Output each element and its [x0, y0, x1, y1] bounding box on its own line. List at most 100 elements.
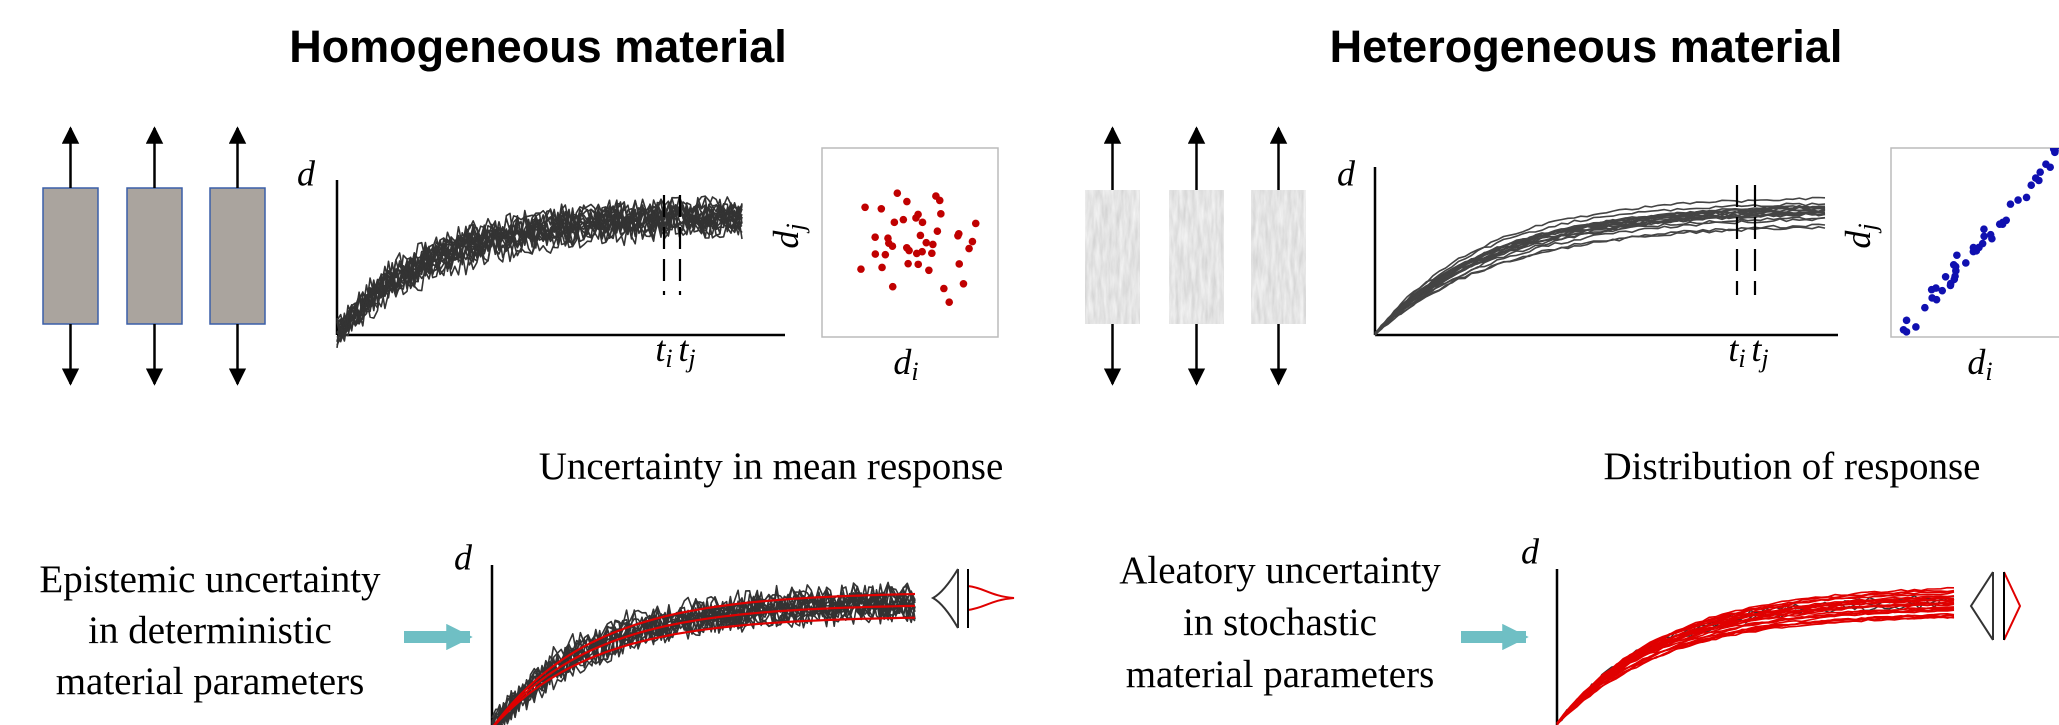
scatter-point [916, 231, 925, 240]
scatter-point [2036, 168, 2044, 176]
scatter-point [1980, 225, 1988, 233]
description-line: Epistemic uncertainty [39, 558, 381, 601]
scatter-point [884, 239, 893, 247]
mean-curve [493, 604, 916, 725]
description-line: material parameters [56, 660, 365, 703]
scatter-point [1953, 251, 1961, 260]
scatter-x-label-sub: i [911, 357, 918, 386]
scatter-y-label: dj [1838, 223, 1882, 248]
scatter-point [945, 298, 954, 306]
specimen [209, 187, 266, 325]
axis-label: d [454, 537, 473, 577]
specimen [1169, 190, 1224, 324]
response-curve [1374, 202, 1826, 335]
scatter-point [899, 215, 908, 224]
scatter-point [1951, 272, 1959, 281]
specimen [126, 187, 183, 325]
time-label: tj [678, 329, 695, 373]
scatter-point [871, 250, 880, 258]
description-line: Aleatory uncertainty [1119, 549, 1441, 592]
specimen [1251, 190, 1306, 324]
caption: Distribution of response [1604, 445, 1981, 488]
scatter-point [888, 282, 897, 291]
response-curve [495, 593, 916, 725]
scatter-point [890, 218, 899, 227]
scatter-point [1986, 230, 1995, 239]
response-curve [1374, 212, 1826, 336]
scatter-point [914, 210, 922, 219]
scatter-point [2042, 160, 2050, 168]
scatter-x-label-sub: i [1985, 357, 1992, 386]
response-curve [1556, 614, 1955, 725]
time-label: tj [1751, 329, 1768, 373]
description-line: in stochastic [1183, 601, 1377, 644]
scatter-point [1928, 294, 1936, 302]
scatter-group [1899, 148, 2059, 336]
response-curve [1556, 598, 1955, 724]
scatter-point [1938, 286, 1947, 295]
scatter-point [1946, 281, 1955, 290]
scatter-point [1962, 259, 1970, 267]
response-curve [1374, 205, 1825, 334]
scatter-point [1902, 328, 1911, 336]
response-curve [1374, 196, 1826, 335]
time-label-base: t [655, 329, 666, 369]
panel-title: Homogeneous material [289, 21, 787, 72]
scatter-point [1949, 260, 1958, 269]
panel-title: Heterogeneous material [1330, 21, 1843, 72]
specimen [42, 187, 99, 325]
scatter-point [954, 231, 962, 240]
time-label-base: t [678, 329, 689, 369]
axis-label: d [297, 153, 316, 193]
scatter-box [821, 147, 999, 338]
scatter-x-label: di [1967, 342, 1992, 386]
scatter-y-label-sub: j [781, 223, 810, 233]
scatter-point [937, 210, 945, 218]
axis-label: d [1337, 153, 1356, 193]
scatter-point [2049, 148, 2058, 153]
caption: Uncertainty in mean response [539, 445, 1004, 488]
time-label-base: t [1751, 329, 1762, 369]
scatter-x-label: di [893, 342, 918, 386]
response-curve [1556, 591, 1955, 725]
scatter-point [914, 260, 923, 269]
scatter-point [857, 265, 865, 273]
scatter-point [1980, 232, 1988, 241]
response-curve [1556, 616, 1955, 725]
scatter-point [2035, 176, 2043, 185]
scatter-point [878, 263, 886, 272]
response-curve [1556, 603, 1955, 724]
time-label: ti [655, 329, 672, 373]
scatter-point [2006, 200, 2015, 208]
description-line: in deterministic [88, 609, 332, 652]
scatter-y-label: dj [766, 223, 810, 248]
scatter-x-label-base: d [1967, 342, 1986, 382]
scatter-point [959, 279, 968, 288]
scatter-point [904, 259, 912, 268]
scatter-point [1927, 285, 1936, 294]
scatter-point [2027, 181, 2036, 189]
mean-curve [493, 616, 916, 725]
scatter-point [1941, 272, 1950, 281]
distribution [2003, 571, 2022, 641]
time-label-sub: i [665, 344, 672, 373]
scatter-y-label-base: d [1838, 230, 1878, 249]
scatter-point [933, 227, 942, 236]
scatter-point [1912, 323, 1920, 331]
axis-label: d [1521, 531, 1540, 571]
scatter-point [1902, 316, 1911, 325]
scatter-point [903, 197, 911, 206]
time-label-sub: j [685, 344, 695, 373]
response-curve [1374, 216, 1826, 334]
scatter-point [905, 246, 913, 255]
scatter-point [893, 189, 902, 197]
response-curve [1374, 210, 1826, 336]
scatter-point [955, 260, 964, 268]
scatter-point [940, 284, 948, 293]
scatter-point [918, 218, 927, 227]
scatter-point [965, 244, 973, 253]
response-curve [336, 214, 743, 342]
response-curve [1374, 223, 1826, 335]
distribution [1969, 571, 1994, 641]
